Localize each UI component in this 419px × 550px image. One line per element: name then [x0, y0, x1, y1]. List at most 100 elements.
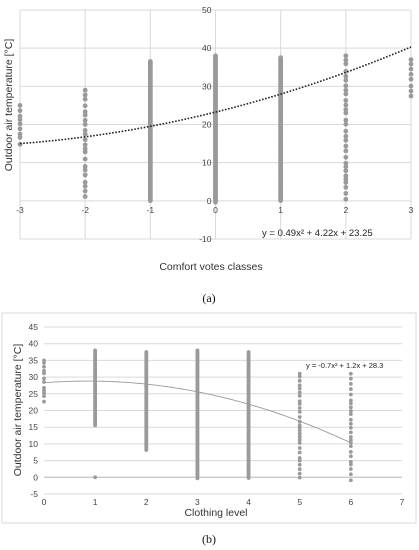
b-x-tick-label: 7: [400, 497, 405, 507]
a-data-point: [343, 148, 349, 154]
b-data-point: [348, 450, 353, 454]
chart-a-caption: (a): [202, 291, 215, 305]
a-x-tick-label: -3: [16, 205, 24, 215]
a-data-point: [408, 76, 414, 82]
b-data-point: [348, 421, 353, 426]
a-y-tick-label: 40: [202, 43, 212, 53]
a-y-tick-label: 50: [202, 5, 212, 15]
b-data-point: [297, 415, 302, 419]
chart-b-x-axis-label: Clothing level: [184, 507, 247, 519]
a-data-point: [343, 98, 349, 103]
b-data-point: [297, 446, 302, 450]
b-data-point: [297, 450, 302, 455]
b-data-point: [348, 412, 353, 417]
b-data-point: [42, 380, 46, 384]
a-data-point: [82, 172, 88, 178]
a-data-point: [82, 121, 88, 127]
b-data-point: [42, 371, 46, 376]
b-data-point: [93, 475, 98, 480]
b-y-tick-label: 30: [29, 372, 39, 382]
chart-b-caption: (b): [202, 532, 216, 546]
a-data-point: [278, 198, 284, 203]
a-data-point: [82, 103, 88, 109]
b-data-point: [297, 374, 302, 379]
b-x-tick-label: 4: [246, 497, 251, 507]
b-data-point: [42, 394, 46, 399]
b-x-tick-label: 0: [42, 497, 47, 507]
chart-b-trendline: [43, 380, 352, 444]
a-data-point: [82, 164, 88, 169]
b-data-point: [348, 444, 353, 449]
a-data-point: [82, 131, 88, 137]
a-data-point: [82, 137, 88, 143]
b-data-point: [297, 371, 302, 376]
b-data-point: [348, 459, 353, 464]
b-data-point: [348, 435, 353, 439]
b-data-point: [297, 471, 302, 476]
chart-b-x-ticks: 0 1 2 3 4 5 6 7: [42, 497, 405, 507]
b-data-point: [297, 390, 302, 395]
b-data-point: [348, 467, 353, 471]
a-data-point: [343, 91, 349, 97]
a-data-point: [408, 57, 414, 63]
b-data-point: [42, 364, 46, 369]
chart-b-y-axis-label: Outdoor air temperature [°C]: [12, 344, 24, 477]
a-y-tick-label: 0: [207, 196, 212, 206]
a-data-point: [343, 83, 349, 89]
a-data-point: [408, 66, 414, 72]
chart-a-y-axis-label: Outdoor air temperature [°C]: [3, 39, 15, 172]
a-data-point: [343, 110, 349, 116]
chart-a-equation: y = 0.49x² + 4.22x + 23.25: [262, 228, 373, 239]
b-y-tick-label: 35: [29, 355, 39, 365]
b-x-tick-label: 6: [348, 497, 353, 507]
b-data-point: [42, 360, 46, 365]
b-data-point: [297, 401, 302, 406]
b-data-point: [195, 476, 200, 481]
a-x-tick-label: 1: [278, 205, 283, 215]
a-y-tick-label: 10: [202, 158, 212, 168]
a-data-point: [82, 128, 88, 133]
a-data-point: [343, 128, 349, 134]
a-data-point: [82, 156, 88, 162]
a-data-point: [82, 183, 88, 189]
a-data-point: [343, 180, 349, 185]
b-data-point: [246, 476, 251, 480]
a-data-point: [343, 77, 349, 83]
b-data-point: [297, 431, 302, 436]
b-y-tick-label: -5: [30, 489, 38, 499]
a-data-point: [343, 61, 349, 67]
b-y-tick-label: 20: [29, 406, 39, 416]
b-data-point: [348, 401, 353, 406]
a-data-point: [82, 142, 88, 148]
b-y-tick-label: 10: [29, 439, 39, 449]
chart-b-frame: [1, 312, 417, 524]
a-data-point: [82, 179, 88, 185]
a-data-point: [17, 117, 23, 123]
a-data-point: [82, 92, 88, 98]
b-data-point: [348, 425, 353, 430]
b-data-point: [297, 441, 302, 445]
b-data-point: [297, 475, 302, 480]
a-data-point: [213, 199, 218, 205]
chart-a-trendline: [19, 46, 412, 145]
b-data-point: [297, 409, 302, 414]
a-data-point: [343, 143, 349, 149]
b-x-tick-label: 3: [195, 497, 200, 507]
b-data-point: [297, 428, 302, 433]
a-data-point: [343, 184, 349, 190]
b-data-point: [348, 430, 353, 435]
chart-b-points: [42, 348, 353, 483]
b-data-point: [144, 448, 149, 452]
chart-b-grid: [44, 326, 402, 495]
a-data-point: [343, 121, 349, 127]
b-data-point: [348, 381, 353, 386]
a-y-tick-label: 20: [202, 120, 212, 130]
b-data-point: [297, 456, 302, 460]
b-data-point: [93, 423, 98, 428]
b-y-tick-label: 40: [29, 339, 39, 349]
a-data-point: [17, 141, 23, 147]
a-data-point: [343, 53, 349, 59]
b-data-point: [348, 478, 353, 483]
